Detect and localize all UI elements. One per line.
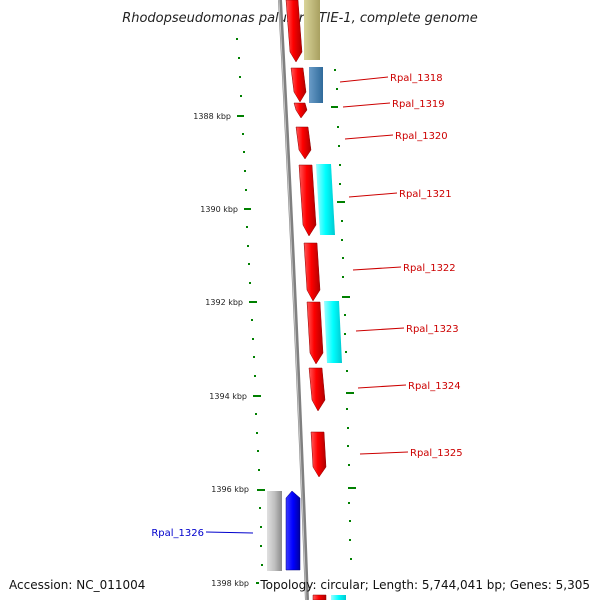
gene-label-rpal-1321[interactable]: Rpal_1321 [399, 189, 452, 200]
category-features [267, 0, 346, 600]
leader-line-rpal-1325 [359, 451, 409, 455]
tick-label-1394: 1394 kbp [209, 392, 247, 401]
leader-line-rpal-1322 [352, 266, 402, 271]
accession-text: Accession: NC_011004 [9, 578, 146, 592]
gene-label-rpal-1324[interactable]: Rpal_1324 [408, 381, 461, 392]
gene-arrow-rpal-1322[interactable] [303, 242, 321, 302]
gene-arrow-rpal-1326[interactable] [285, 490, 301, 571]
gene-label-rpal-1320[interactable]: Rpal_1320 [395, 131, 448, 142]
tick-label-1396: 1396 kbp [211, 485, 249, 494]
genome-summary-text: Topology: circular; Length: 5,744,041 bp… [260, 578, 590, 592]
genome-backbone [278, 0, 309, 600]
category-block-cyan-3 [331, 595, 346, 600]
gene-label-rpal-1326[interactable]: Rpal_1326 [151, 528, 204, 539]
leader-line-rpal-1324 [357, 384, 407, 389]
gene-arrow-rpal-1317[interactable] [285, 0, 303, 63]
category-block-gray [267, 491, 282, 571]
gene-arrow-rpal-1318[interactable] [290, 67, 307, 103]
genome-backbone-highlight [278, 0, 307, 600]
leader-line-rpal-1320 [344, 134, 394, 140]
tick-label-1388: 1388 kbp [193, 112, 231, 121]
category-block-steel [309, 67, 323, 103]
leader-line-rpal-1318 [339, 76, 389, 83]
gene-arrow-rpal-1327[interactable] [312, 594, 327, 600]
gene-arrow-rpal-1321[interactable] [298, 164, 317, 237]
category-block-cyan-2 [324, 301, 342, 363]
gene-label-rpal-1323[interactable]: Rpal_1323 [406, 324, 459, 335]
tick-label-1392: 1392 kbp [205, 298, 243, 307]
gene-arrow-rpal-1324[interactable] [308, 367, 326, 412]
outer-major-ticks [331, 106, 356, 489]
gene-arrow-rpal-1320[interactable] [295, 126, 312, 160]
gene-label-rpal-1318[interactable]: Rpal_1318 [390, 73, 443, 84]
leader-line-rpal-1323 [355, 327, 405, 332]
gene-arrow-rpal-1323[interactable] [306, 301, 324, 365]
gene-label-rpal-1319[interactable]: Rpal_1319 [392, 99, 445, 110]
outer-minor-ticks [334, 69, 352, 560]
gene-arrow-rpal-1319[interactable] [293, 102, 308, 119]
tick-label-1398: 1398 kbp [211, 579, 249, 588]
leader-line-rpal-1326 [205, 531, 254, 534]
inner-major-ticks [237, 115, 265, 584]
gene-label-rpal-1322[interactable]: Rpal_1322 [403, 263, 456, 274]
category-block-olive [304, 0, 320, 60]
forward-strand-features [285, 0, 327, 600]
leader-line-rpal-1321 [348, 192, 398, 198]
leader-line-rpal-1319 [342, 102, 391, 108]
category-block-cyan-1 [316, 164, 335, 235]
gene-labels: Rpal_1318 Rpal_1319 Rpal_1320 Rpal_1321 … [151, 73, 462, 539]
inner-minor-ticks [236, 38, 263, 566]
gene-arrow-rpal-1325[interactable] [310, 431, 327, 478]
gene-label-rpal-1325[interactable]: Rpal_1325 [410, 448, 463, 459]
map-title: Rhodopseudomonas palustris TIE-1, comple… [122, 11, 478, 26]
tick-label-1390: 1390 kbp [200, 205, 238, 214]
